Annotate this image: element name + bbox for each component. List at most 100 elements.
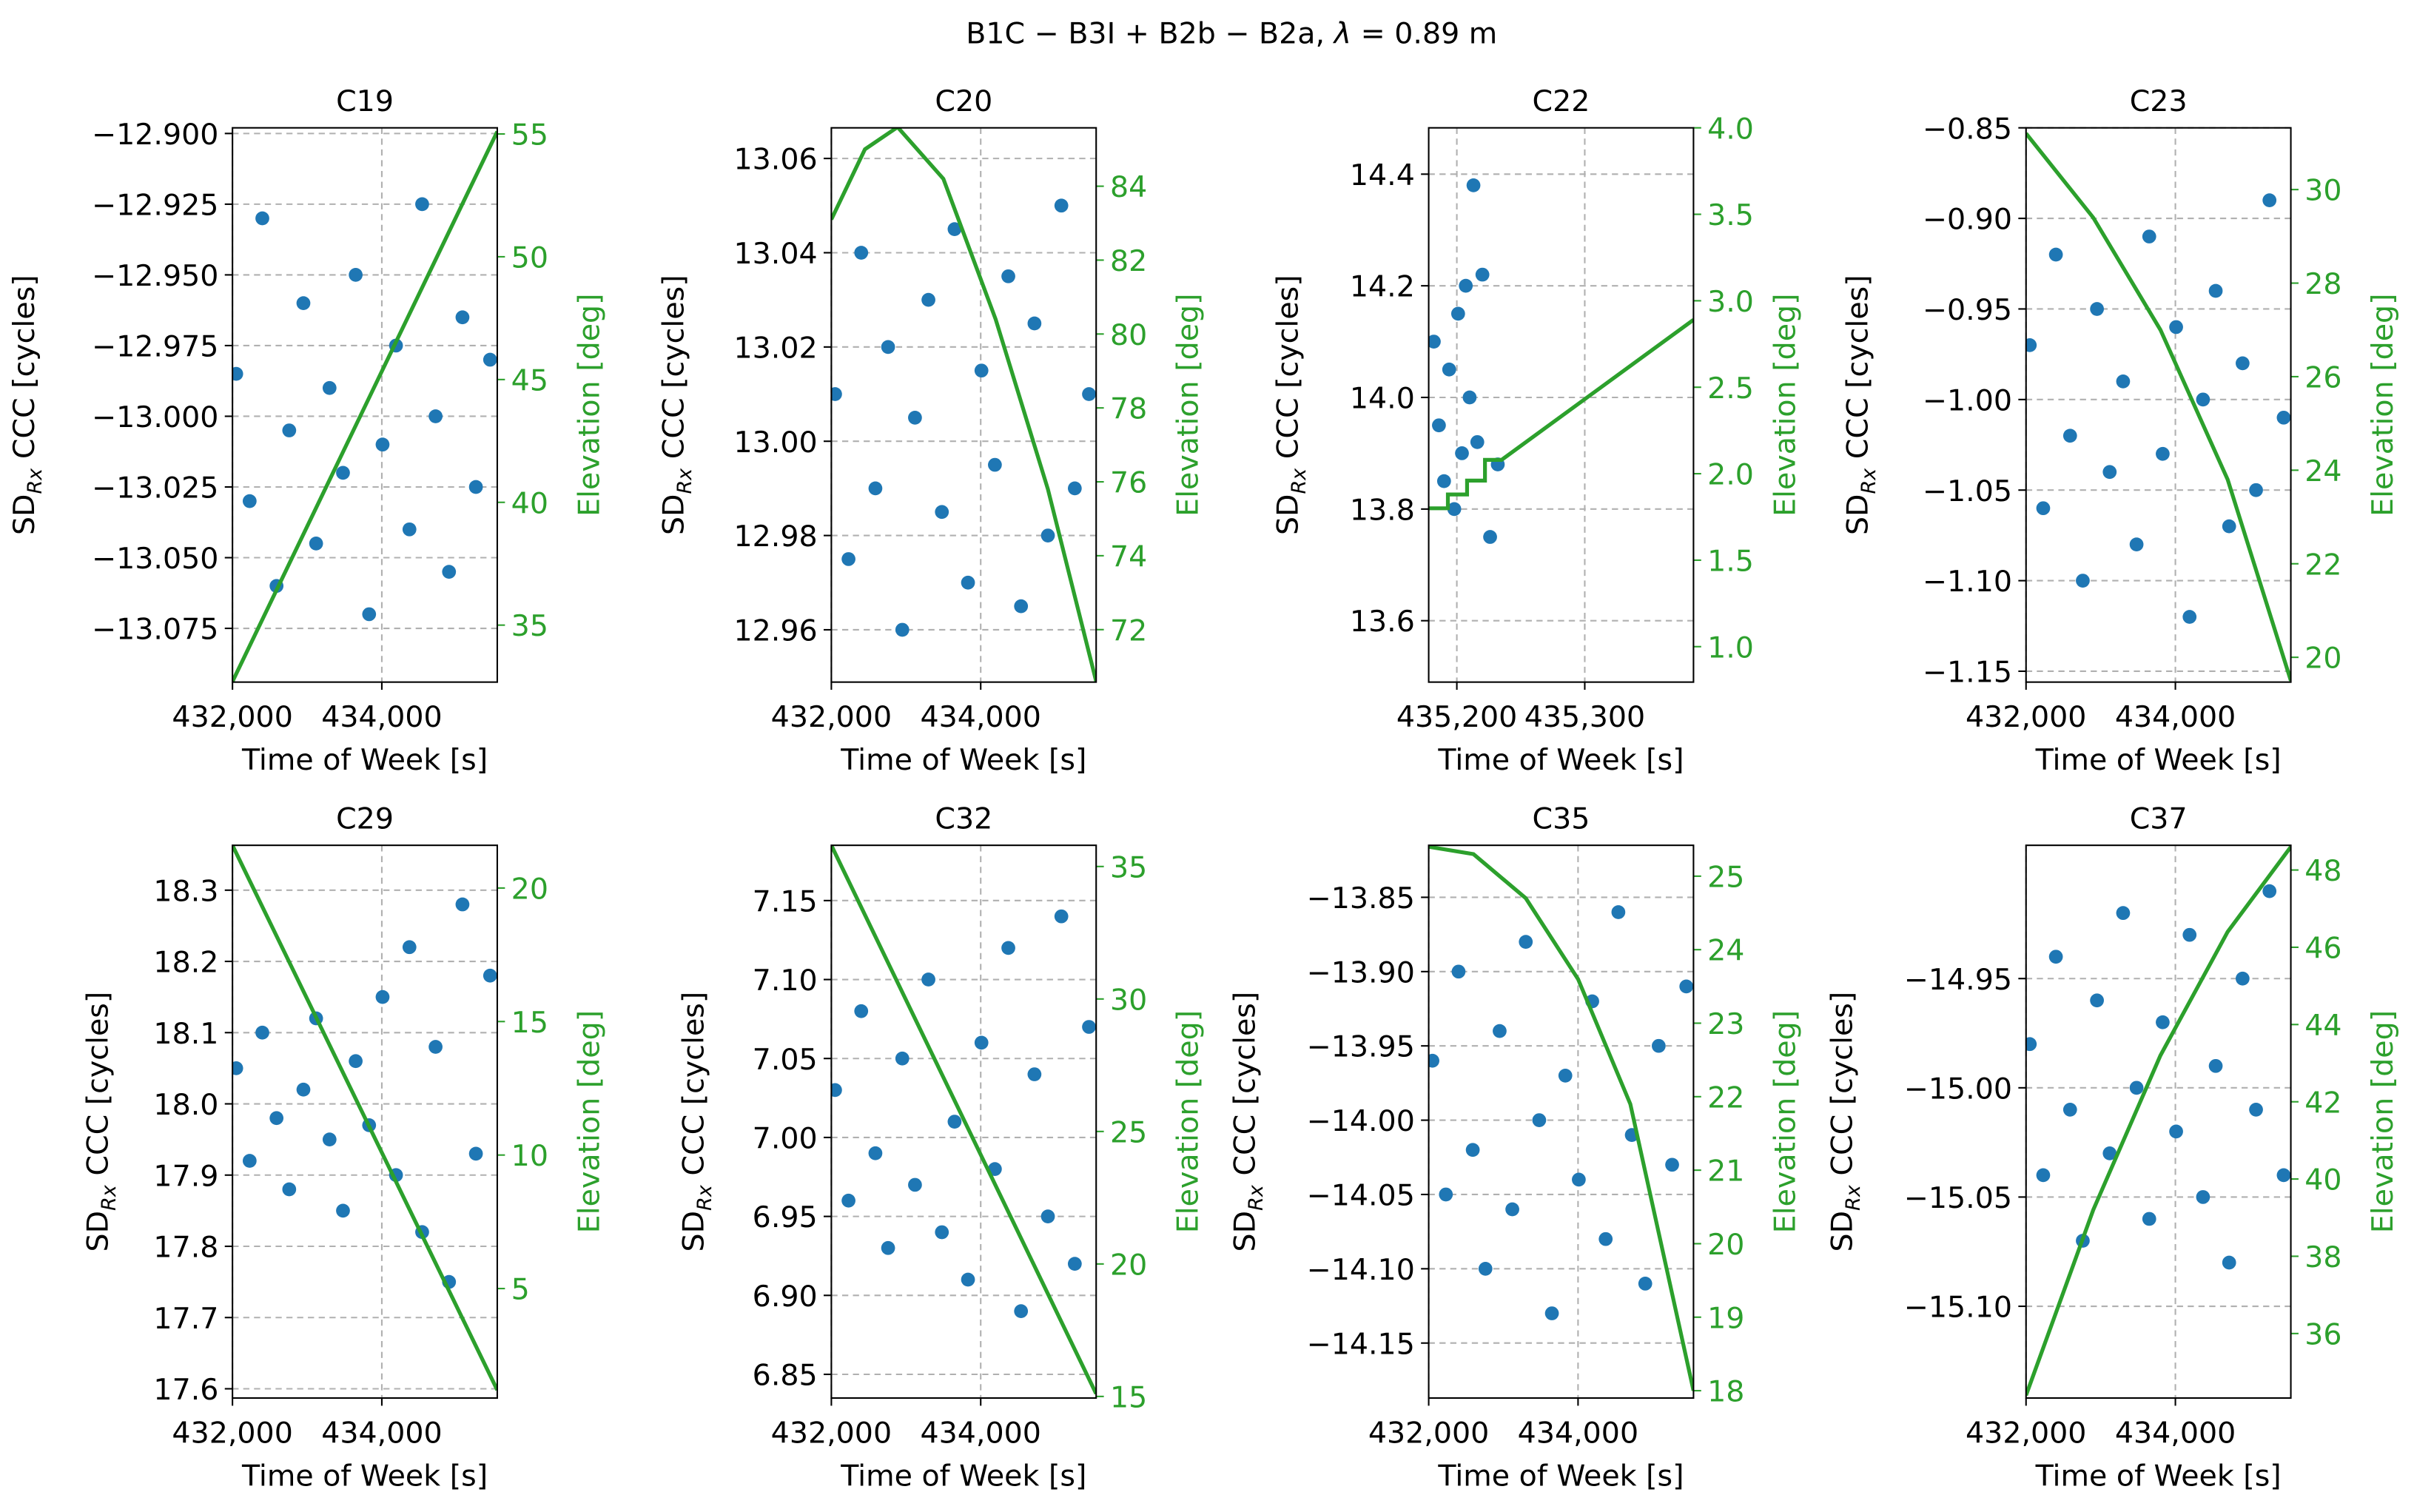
y-tick-label: −13.85	[1307, 881, 1415, 915]
scatter-point	[2236, 356, 2250, 371]
y2-tick-label: 24	[2304, 454, 2341, 488]
y-axis-label: SDRx CCC [cycles]	[1840, 275, 1880, 535]
subplot: 432,000 434,000 6.85 6.90 6.95 7.00 7.05 7.10 7.…	[677, 802, 1206, 1493]
y-tick-label: 13.02	[734, 331, 818, 365]
y-label-text: CCC [cycles]	[1840, 275, 1875, 468]
y2-tick-label: 24	[1707, 934, 1744, 968]
scatter-point	[947, 222, 962, 236]
y-tick-label: 13.8	[1350, 493, 1415, 527]
x-tick-label: 434,000	[321, 1416, 442, 1450]
scatter-point	[1450, 306, 1465, 321]
y-tick-label: 12.98	[734, 520, 818, 554]
scatter-point	[2236, 971, 2250, 986]
scatter-point	[2036, 501, 2051, 516]
subplot: 432,000 434,000 −12.900 −12.925 −12.950 −12.9…	[7, 84, 606, 777]
y2-tick-label: 3.5	[1707, 198, 1754, 232]
scatter-point	[1432, 418, 1446, 433]
scatter-point	[2196, 392, 2210, 407]
y2-tick-label: 78	[1110, 392, 1147, 426]
plot-area	[1428, 178, 1694, 544]
y-tick-label: 13.00	[734, 426, 818, 460]
scatter-point	[296, 1082, 311, 1097]
y-tick-label: −13.90	[1307, 955, 1415, 989]
x-tick-label: 434,000	[2115, 700, 2236, 734]
y-tick-label: 7.10	[753, 964, 818, 998]
scatter-point	[841, 1193, 855, 1208]
y2-tick-label: 15	[1110, 1380, 1147, 1414]
scatter-point	[2048, 247, 2063, 262]
x-axis-label: Time of Week [s]	[241, 743, 488, 777]
y2-tick-label: 3.0	[1707, 285, 1754, 319]
scatter-point	[483, 352, 497, 367]
scatter-point	[1483, 530, 1497, 544]
y-tick-label: 17.7	[153, 1302, 218, 1336]
y-label-text: SD	[7, 494, 41, 536]
scatter-point	[2169, 1124, 2183, 1139]
scatter-point	[1455, 446, 1469, 460]
x-tick-label: 432,000	[1368, 1416, 1489, 1450]
y2-tick-label: 55	[511, 118, 548, 152]
y-axis-label: SDRx CCC [cycles]	[657, 275, 696, 535]
scatter-point	[269, 1111, 284, 1126]
elevation-line	[2025, 132, 2291, 682]
axes-frame	[232, 127, 498, 683]
scatter-point	[1067, 1257, 1082, 1271]
scatter-point	[921, 292, 935, 307]
y2-tick-label: 40	[2304, 1163, 2341, 1197]
y2-tick-label: 40	[511, 486, 548, 520]
y-tick-label: −13.050	[92, 542, 218, 576]
y-tick-label: −15.10	[1904, 1291, 2012, 1325]
scatter-point	[1505, 1202, 1519, 1217]
scatter-point	[868, 1146, 883, 1160]
scatter-point	[1054, 909, 1069, 924]
scatter-point	[442, 565, 457, 579]
scatter-point	[1466, 178, 1481, 192]
x-axis-label: Time of Week [s]	[840, 1459, 1086, 1493]
scatter-point	[1439, 1187, 1453, 1202]
x-axis-label: Time of Week [s]	[840, 743, 1086, 777]
subplot-title: C37	[2130, 802, 2188, 836]
y-axis-label: SDRx CCC [cycles]	[81, 992, 121, 1252]
scatter-point	[2048, 950, 2063, 964]
subplot-title: C35	[1533, 802, 1590, 836]
scatter-point	[1572, 1172, 1586, 1187]
scatter-point	[1027, 316, 1042, 331]
scatter-point	[854, 1004, 869, 1018]
y-label-text: CCC [cycles]	[81, 992, 115, 1185]
title-text: = 0.89 m	[1351, 16, 1497, 50]
y-label-text: CCC [cycles]	[1228, 992, 1262, 1185]
elevation-line	[232, 130, 497, 682]
y-label-text: CCC [cycles]	[1271, 275, 1305, 468]
title-text: B1C − B3I + B2b − B2a,	[966, 16, 1334, 50]
y-tick-label: 18.2	[153, 946, 218, 980]
scatter-point	[428, 1040, 443, 1054]
y-label-text: SD	[677, 1211, 711, 1252]
subplot-title: C20	[935, 84, 992, 118]
scatter-point	[1493, 1024, 1507, 1038]
axes-frame	[2025, 844, 2292, 1400]
y-tick-label: −15.00	[1904, 1072, 2012, 1106]
y-tick-label: 14.4	[1350, 158, 1415, 192]
y2-tick-label: 5	[511, 1273, 530, 1307]
y-tick-label: 6.85	[753, 1359, 818, 1393]
y-axis-label: SDRx CCC [cycles]	[1271, 275, 1311, 535]
scatter-point	[1040, 1209, 1055, 1223]
scatter-point	[1082, 1020, 1096, 1034]
elevation-line	[831, 845, 1097, 1395]
y-tick-label: −13.075	[92, 613, 218, 647]
y2-tick-label: 18	[1707, 1375, 1744, 1409]
y2-tick-label: 1.0	[1707, 631, 1754, 665]
y-tick-label: 17.9	[153, 1159, 218, 1193]
y-tick-label: −14.15	[1307, 1327, 1415, 1361]
elevation-line	[1428, 317, 1694, 511]
scatter-point	[2169, 320, 2183, 335]
y2-tick-label: 26	[2304, 361, 2341, 395]
axes-frame	[232, 844, 498, 1400]
y-axis-label: SDRx CCC [cycles]	[7, 275, 47, 535]
y2-tick-label: 2.0	[1707, 458, 1754, 492]
scatter-point	[2249, 1102, 2263, 1117]
y-label-text: SD	[1826, 1211, 1860, 1252]
scatter-point	[908, 411, 922, 425]
scatter-point	[1532, 1113, 1547, 1127]
y-label-sub: Rx	[24, 468, 47, 494]
